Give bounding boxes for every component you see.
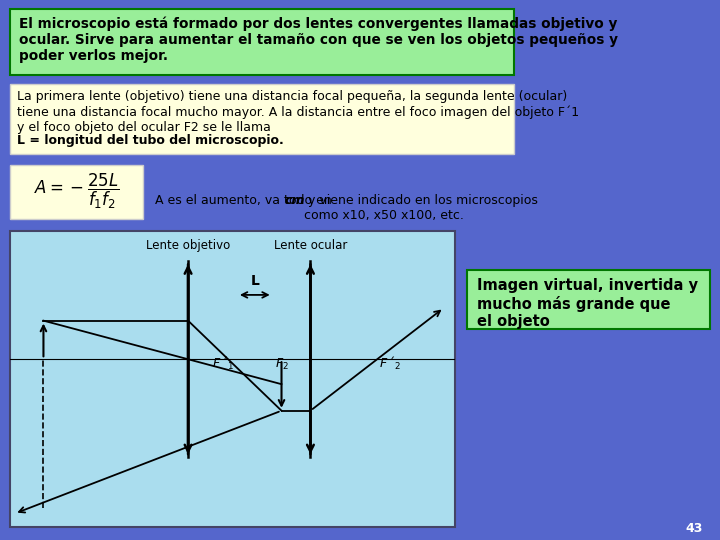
- Text: L = longitud del tubo del microscopio.: L = longitud del tubo del microscopio.: [17, 134, 284, 147]
- FancyBboxPatch shape: [10, 165, 143, 219]
- Text: El microscopio está formado por dos lentes convergentes llamadas objetivo y
ocul: El microscopio está formado por dos lent…: [19, 16, 618, 63]
- Text: $F\,´_2$: $F\,´_2$: [379, 355, 402, 373]
- FancyBboxPatch shape: [10, 9, 514, 75]
- Text: cm: cm: [284, 194, 305, 207]
- Text: 43: 43: [685, 522, 703, 535]
- Text: A es el aumento, va todo en: A es el aumento, va todo en: [155, 194, 336, 207]
- Text: $A = -\dfrac{25L}{f_1 f_2}$: $A = -\dfrac{25L}{f_1 f_2}$: [34, 172, 120, 211]
- Text: La primera lente (objetivo) tiene una distancia focal pequeña, la segunda lente : La primera lente (objetivo) tiene una di…: [17, 90, 580, 134]
- Text: $F\,´_1$: $F\,´_1$: [212, 355, 235, 373]
- FancyBboxPatch shape: [10, 84, 514, 154]
- Text: y viene indicado en los microscopios
como x10, x50 x100, etc.: y viene indicado en los microscopios com…: [304, 194, 538, 222]
- Text: L: L: [251, 274, 259, 288]
- Text: Lente objetivo: Lente objetivo: [146, 239, 230, 252]
- FancyBboxPatch shape: [467, 270, 710, 329]
- Text: Imagen virtual, invertida y
mucho más grande que
el objeto: Imagen virtual, invertida y mucho más gr…: [477, 278, 698, 329]
- Text: $F_2$: $F_2$: [275, 357, 289, 373]
- Text: Lente ocular: Lente ocular: [274, 239, 347, 252]
- FancyBboxPatch shape: [10, 231, 455, 526]
